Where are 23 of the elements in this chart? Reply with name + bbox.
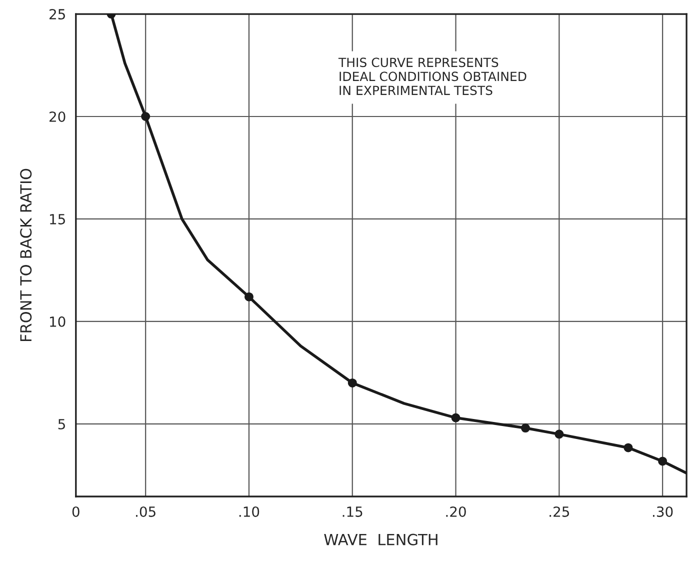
point xyxy=(658,456,668,466)
y-tick-label: 15 xyxy=(50,214,65,224)
y-axis-title: FRONT TO BACK RATIO xyxy=(20,168,32,342)
y-tick-label: 20 xyxy=(50,111,66,122)
x-tick-label: .25 xyxy=(550,506,569,517)
x-axis-title: WAVE LENGTH xyxy=(324,534,438,546)
point xyxy=(554,430,564,439)
point xyxy=(141,112,150,121)
x-tick-label: 0 xyxy=(72,506,80,517)
x-tick-label: .10 xyxy=(239,506,260,517)
y-tick-label: 5 xyxy=(58,419,65,430)
point xyxy=(451,413,460,422)
point xyxy=(520,424,530,433)
x-tick-label: .15 xyxy=(342,506,362,517)
point xyxy=(348,378,357,388)
x-tick-label: .30 xyxy=(653,506,673,517)
annotation: THIS CURVE REPRESENTS IDEAL CONDITIONS OBTAINED IN EXPERIMENTAL TESTS xyxy=(338,58,526,96)
x-tick-label: .05 xyxy=(136,506,156,517)
x-tick-label: .20 xyxy=(446,506,466,517)
point xyxy=(624,443,633,452)
y-tick-label: 10 xyxy=(50,316,66,327)
point xyxy=(244,292,254,302)
y-tick-label: 25 xyxy=(50,8,65,20)
